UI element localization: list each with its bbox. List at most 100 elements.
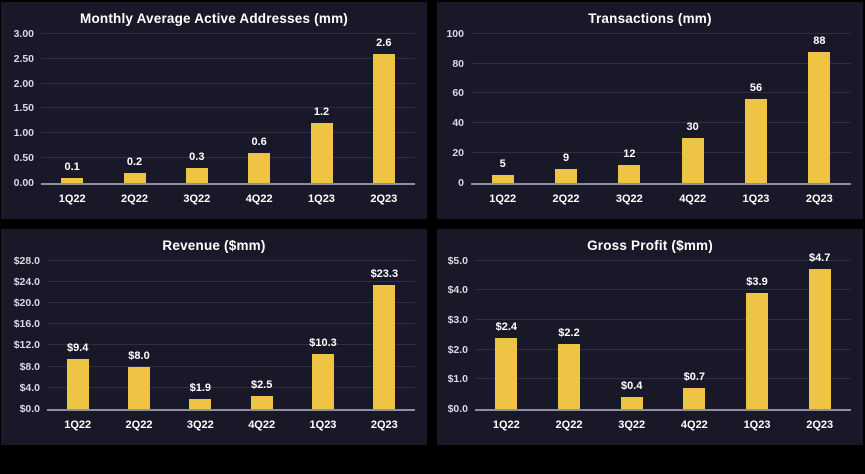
bar-2Q23 (372, 53, 395, 183)
bar-1Q23 (310, 123, 333, 183)
x-tick-label: 4Q22 (679, 192, 707, 205)
bar-4Q22 (248, 152, 271, 183)
gridline (471, 62, 851, 64)
y-tick-label: 3.00 (13, 28, 34, 40)
bar-1Q22 (66, 359, 89, 409)
bar-value-label: 56 (749, 82, 763, 95)
y-tick-label: $28.0 (13, 254, 40, 267)
y-tick-label: $4.0 (447, 284, 468, 297)
chart-area: 0.00 0.50 1.00 1.50 2.00 2.50 3.00 0.1 0.2 0.3 0.… (1, 28, 427, 219)
x-tick-label: 3Q22 (183, 192, 211, 205)
bar-value-label: 0.3 (189, 150, 205, 163)
x-axis: 1Q22 2Q22 3Q22 4Q22 1Q23 2Q23 (41, 185, 415, 211)
x-tick-label: 3Q22 (618, 419, 646, 431)
y-tick-label: 1.50 (13, 102, 34, 115)
bar-2Q22 (555, 169, 577, 183)
x-tick-label: 2Q23 (370, 419, 398, 431)
bar-value-label: 0.1 (64, 160, 80, 173)
bar-value-label: $2.4 (495, 320, 518, 333)
y-tick-label: 0 (458, 176, 464, 189)
bar-value-label: $2.5 (250, 378, 273, 391)
bar-4Q22 (683, 388, 706, 409)
x-tick-label: 2Q22 (125, 419, 153, 431)
chart-grid: Monthly Average Active Addresses (mm) 0.… (1, 2, 863, 445)
x-tick-label: 1Q22 (492, 419, 520, 431)
y-tick-label: 2.00 (13, 77, 34, 90)
bar-value-label: 5 (499, 158, 506, 171)
gridline (475, 318, 851, 320)
gridline (471, 33, 851, 34)
x-axis: 1Q22 2Q22 3Q22 4Q22 1Q23 2Q23 (47, 411, 415, 437)
gridline (475, 289, 851, 291)
bar-value-label: $4.7 (808, 252, 831, 265)
y-tick-label: 40 (452, 117, 464, 130)
x-tick-label: 1Q22 (64, 419, 92, 431)
x-tick-label: 1Q22 (489, 192, 517, 205)
x-tick-label: 4Q22 (245, 192, 273, 205)
y-axis: $0.0 $1.0 $2.0 $3.0 $4.0 $5.0 (439, 255, 475, 416)
gridline (47, 280, 415, 282)
chart-panel-active-addresses: Monthly Average Active Addresses (mm) 0.… (1, 2, 427, 219)
bar-3Q22 (185, 167, 208, 183)
gridline (475, 259, 851, 261)
bar-value-label: $0.4 (620, 380, 643, 393)
chart-area: 0 20 40 60 80 100 5 9 12 30 56 88 1Q22 2Q22 3Q22 4Q22… (437, 28, 863, 219)
x-tick-label: 2Q23 (805, 192, 833, 205)
bar-value-label: 9 (562, 152, 570, 165)
gridline (41, 33, 415, 34)
y-tick-label: $1.0 (447, 373, 468, 386)
gridline (47, 344, 415, 346)
gridline (47, 259, 415, 261)
chart-title: Gross Profit ($mm) (587, 237, 713, 253)
plot-wrap: $9.4 $8.0 $1.9 $2.5 $10.3 $23.3 1Q22 2Q22 3Q22 4… (47, 259, 415, 438)
x-axis: 1Q22 2Q22 3Q22 4Q22 1Q23 2Q23 (475, 411, 851, 437)
y-tick-label: 60 (452, 87, 464, 100)
y-tick-label: $5.0 (447, 254, 468, 267)
bar-1Q22 (495, 337, 518, 409)
x-tick-label: 1Q23 (743, 419, 771, 431)
bar-1Q23 (312, 354, 334, 409)
gridline (47, 365, 415, 367)
plot-wrap: $2.4 $2.2 $0.4 $0.7 $3.9 $4.7 1Q22 2Q22 3Q22 4Q2… (475, 252, 851, 438)
bar-3Q22 (620, 397, 643, 409)
x-tick-label: 4Q22 (680, 419, 708, 431)
bar-value-label: 0.6 (251, 135, 267, 148)
gridline (41, 132, 415, 133)
chart-title: Transactions (mm) (588, 11, 712, 26)
bar-4Q22 (681, 137, 704, 183)
y-tick-label: 80 (452, 57, 464, 70)
y-tick-label: 20 (452, 146, 464, 159)
bar-1Q23 (745, 99, 767, 183)
bar-1Q22 (491, 175, 514, 183)
y-tick-label: 0.00 (13, 176, 34, 189)
y-axis: 0.00 0.50 1.00 1.50 2.00 2.50 3.00 (3, 28, 41, 189)
bar-value-label: $23.3 (370, 268, 399, 281)
bar-value-label: $1.9 (189, 381, 212, 394)
bar-2Q23 (808, 269, 831, 409)
y-tick-label: 2.50 (13, 52, 34, 65)
bar-value-label: 1.2 (313, 106, 330, 119)
chart-title: Revenue ($mm) (162, 237, 266, 253)
y-tick-label: $2.0 (447, 343, 468, 356)
bar-value-label: 30 (686, 120, 699, 133)
gridline (475, 378, 851, 380)
bar-2Q23 (373, 285, 396, 409)
y-tick-label: $3.0 (447, 313, 468, 326)
bar-2Q22 (123, 172, 146, 183)
y-tick-label: $24.0 (13, 275, 40, 288)
bar-value-label: $2.2 (558, 326, 580, 339)
x-tick-label: 1Q23 (742, 192, 770, 205)
x-tick-label: 1Q22 (58, 192, 86, 205)
y-tick-label: 0.50 (13, 151, 34, 164)
gridline (47, 386, 415, 388)
chart-area: $0.0 $4.0 $8.0 $12.0 $16.0 $20.0 $24.0 $28.0 $9… (1, 255, 427, 446)
bar-2Q23 (808, 51, 831, 183)
bar-value-label: 88 (813, 34, 826, 47)
gridline (47, 301, 415, 303)
bar-1Q22 (61, 177, 84, 183)
x-tick-label: 2Q23 (370, 192, 398, 205)
plot-area: 5 9 12 30 56 88 (471, 33, 851, 185)
plot-area: $9.4 $8.0 $1.9 $2.5 $10.3 $23.3 (47, 259, 415, 411)
x-tick-label: 3Q22 (615, 192, 643, 205)
